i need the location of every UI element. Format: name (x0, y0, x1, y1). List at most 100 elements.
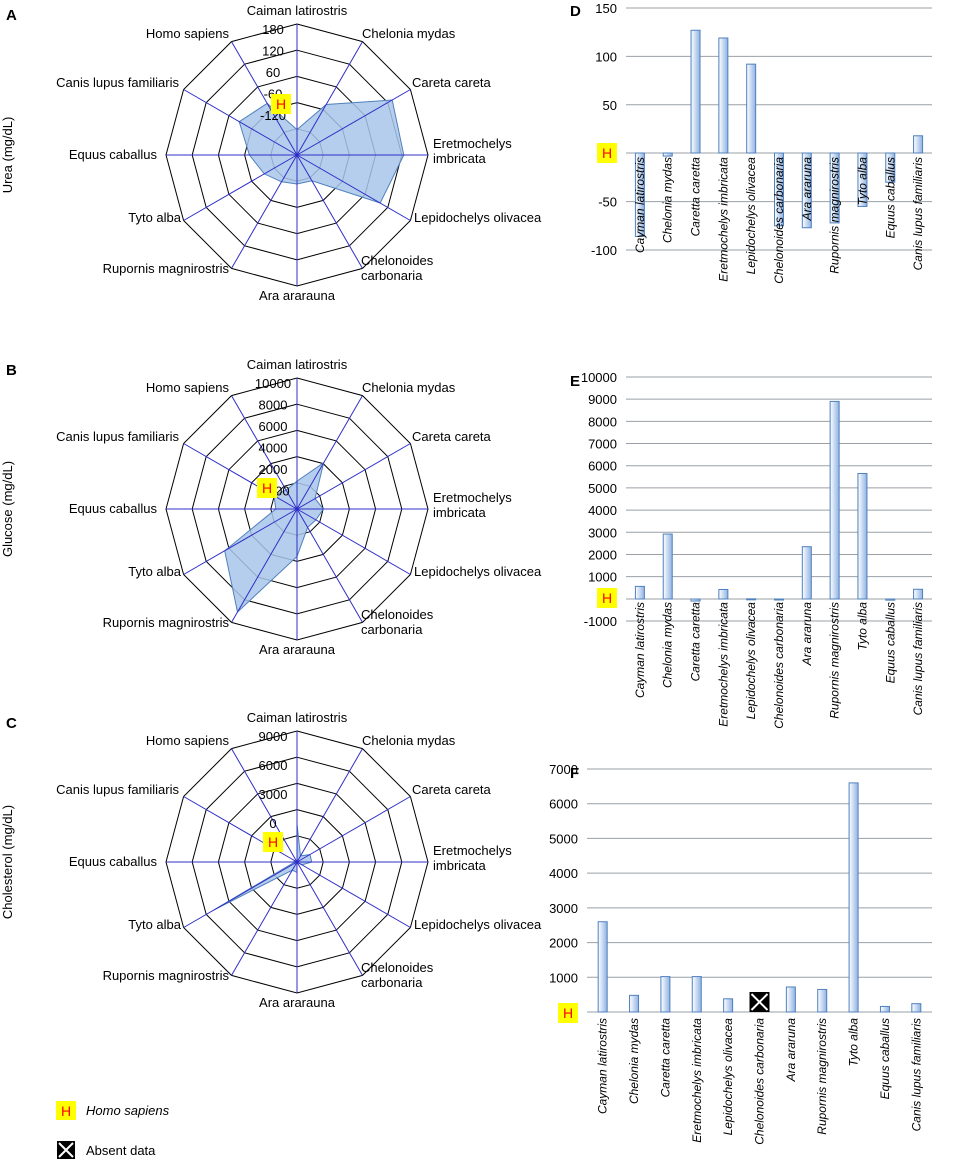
homo-sapiens-marker-bg (558, 1003, 578, 1023)
y-tick-label: 100 (595, 49, 617, 64)
radar-tick-label: 6000 (259, 419, 288, 434)
legend: H Homo sapiens Absent data (56, 1101, 170, 1159)
y-axis-title: Urea (mg/dL) (0, 117, 15, 194)
radar-category-label-ara-ararauna: Ara ararauna (259, 995, 336, 1010)
y-axis-title: Cholesterol (mg/dL) (0, 805, 15, 919)
panel-label: B (6, 362, 17, 379)
radar-spoke (231, 395, 298, 510)
bar-charts: 150 100 50 -50 -100 Cayman latirostris Cheloni… (549, 1, 932, 1145)
x-category-label-equus-caballus: Equus caballus (883, 157, 897, 238)
x-category-label-equus-caballus: Equus caballus (883, 602, 897, 683)
x-category-label-chelonoides-carbonaria: Chelonoides carbonaria (772, 157, 786, 284)
radar-category-label-rupornis-magnirostris: Rupornis magnirostris (103, 615, 230, 630)
radar-category-label-caiman-latirostris: Caiman latirostris (247, 357, 348, 372)
x-category-label-canis-lupus-familiaris: Canis lupus familiaris (911, 157, 925, 270)
legend-homo-swatch (56, 1101, 76, 1120)
radar-tick-label: 6000 (259, 758, 288, 773)
x-category-label-chelonoides-carbonaria: Chelonoides carbonaria (753, 1018, 767, 1145)
radar-spoke (296, 796, 411, 863)
x-category-label-canis-lupus-familiaris: Canis lupus familiaris (911, 602, 925, 715)
radar-spoke (296, 154, 411, 221)
homo-sapiens-marker-bg (597, 143, 617, 163)
bar (691, 976, 702, 1013)
y-axis-title: Glucose (mg/dL) (0, 461, 15, 557)
y-tick-label: 10000 (581, 370, 617, 385)
radar-category-label-canis-lupus-familiaris: Canis lupus familiaris (56, 782, 179, 797)
radar-category-label-tyto-alba: Tyto alba (128, 917, 182, 932)
radar-category-label-equus-caballus: Equus caballus (69, 501, 158, 516)
bar (785, 986, 796, 1013)
y-tick-label: 3000 (588, 525, 617, 540)
y-tick-label: -1000 (584, 614, 617, 629)
panel-label: A (6, 7, 17, 24)
y-tick-label: 9000 (588, 392, 617, 407)
radar-category-label-chelonoides-carbonaria: Chelonoides carbonaria (361, 960, 434, 990)
radar-category-label-lepidochelys-olivacea: Lepidochelys olivacea (414, 564, 542, 579)
bar (885, 598, 896, 601)
radar-spoke (183, 443, 298, 510)
bar (746, 598, 757, 601)
radar-tick-label: 4000 (259, 441, 288, 456)
bar (829, 152, 840, 224)
homo-sapiens-marker-bg (263, 832, 283, 852)
radar-spoke (296, 154, 363, 269)
y-tick-label: 150 (595, 1, 617, 16)
bar (718, 37, 729, 154)
radar-category-label-tyto-alba: Tyto alba (128, 564, 182, 579)
radar-spoke (296, 395, 363, 510)
y-tick-label: 5000 (549, 831, 578, 846)
bar (913, 135, 924, 154)
radar-category-label-eretmochelys-imbricata: Eretmochelys imbricata (433, 136, 512, 166)
absent-data-cross (750, 993, 769, 1011)
y-tick-label: 6000 (588, 459, 617, 474)
homo-sapiens-marker-bg (257, 478, 277, 498)
x-category-label-rupornis-magnirostris: Rupornis magnirostris (828, 602, 842, 719)
x-category-label-cayman-latirostris: Cayman latirostris (596, 1018, 610, 1114)
bar (662, 152, 673, 157)
bar (774, 152, 784, 227)
bar (885, 152, 896, 183)
bar (911, 1003, 922, 1013)
radar-category-label-eretmochelys-imbricata: Eretmochelys imbricata (433, 490, 512, 520)
y-tick-label: 7000 (588, 437, 617, 452)
radar-category-label-homo-sapiens: Homo sapiens (146, 380, 230, 395)
bar (801, 546, 812, 600)
panel-label: D (570, 3, 581, 20)
x-category-label-lepidochelys-olivacea: Lepidochelys olivacea (744, 602, 758, 720)
radar-category-label-careta-careta: Careta careta (412, 75, 492, 90)
radar-spoke (231, 861, 298, 976)
x-category-label-cayman-latirostris: Cayman latirostris (633, 157, 647, 253)
radar-tick-label: 8000 (259, 398, 288, 413)
radar-category-label-eretmochelys-imbricata: Eretmochelys imbricata (433, 843, 512, 873)
radar-category-label-chelonoides-carbonaria: Chelonoides carbonaria (361, 253, 434, 283)
bar (829, 400, 840, 600)
y-tick-label: 1000 (549, 970, 578, 985)
y-tick-label: 7000 (549, 762, 578, 777)
bar (629, 994, 640, 1013)
bar (879, 1005, 890, 1013)
radar-tick-label: 120 (262, 44, 284, 59)
radar-category-label-caiman-latirostris: Caiman latirostris (247, 3, 348, 18)
radar-spoke (231, 748, 298, 863)
homo-sapiens-marker: H (262, 480, 272, 496)
x-category-label-eretmochelys-imbricata: Eretmochelys imbricata (716, 602, 730, 727)
bar-chart-e: 10000 9000 8000 7000 6000 5000 4000 3000 2000 100… (570, 370, 932, 729)
x-category-label-lepidochelys-olivacea: Lepidochelys olivacea (744, 157, 758, 275)
bar (597, 921, 608, 1013)
homo-sapiens-marker-bg (597, 588, 617, 608)
radar-tick-label: 180 (262, 22, 284, 37)
bar (634, 152, 645, 237)
radar-category-label-rupornis-magnirostris: Rupornis magnirostris (103, 261, 230, 276)
x-category-label-eretmochelys-imbricata: Eretmochelys imbricata (716, 157, 730, 282)
radar-category-label-chelonoides-carbonaria: Chelonoides carbonaria (361, 607, 434, 637)
y-tick-label: 2000 (549, 936, 578, 951)
x-category-label-ara-araruna: Ara araruna (784, 1018, 798, 1083)
x-category-label-chelonia-mydas: Chelonia mydas (627, 1018, 641, 1104)
panel-label: F (570, 765, 579, 782)
radar-spoke (231, 41, 298, 156)
x-category-label-tyto-alba: Tyto alba (855, 157, 869, 206)
radar-spoke (296, 861, 411, 928)
radar-spoke (183, 154, 298, 221)
x-category-label-caretta-caretta: Caretta caretta (689, 157, 703, 237)
